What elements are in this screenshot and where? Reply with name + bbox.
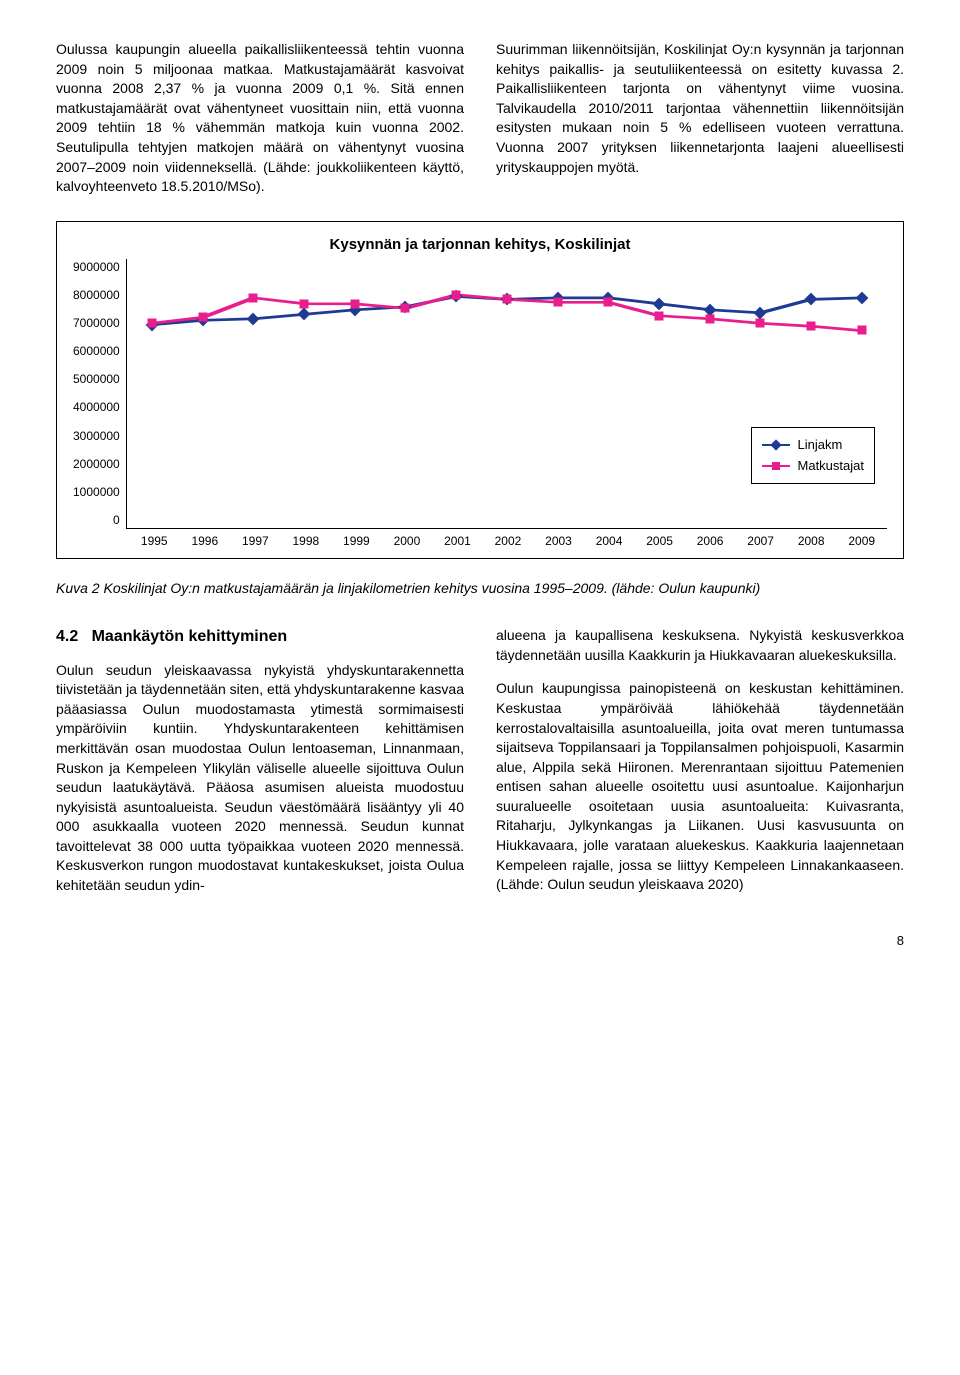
chart-container: Kysynnän ja tarjonnan kehitys, Koskilinj… — [56, 221, 904, 559]
top-text-columns: Oulussa kaupungin alueella paikallisliik… — [56, 40, 904, 197]
y-tick-label: 1000000 — [73, 484, 120, 501]
chart-body: 9000000 8000000 7000000 6000000 5000000 40000… — [73, 259, 887, 529]
series-marker-matkustajat — [654, 311, 663, 320]
x-tick-label: 2005 — [634, 533, 685, 550]
section-heading: 4.2 Maankäytön kehittyminen — [56, 626, 464, 648]
chart-y-axis: 9000000 8000000 7000000 6000000 5000000 40000… — [73, 259, 126, 529]
bottom-right-para2: Oulun kaupungissa painopisteenä on kesku… — [496, 679, 904, 895]
y-tick-label: 3000000 — [73, 428, 120, 445]
x-tick-label: 1995 — [129, 533, 180, 550]
section-number: 4.2 — [56, 628, 78, 645]
top-right-para: Suurimman liikennöitsijän, Koskilinjat O… — [496, 40, 904, 197]
y-tick-label: 9000000 — [73, 259, 120, 276]
legend-label: Matkustajat — [798, 457, 864, 475]
series-marker-matkustajat — [148, 319, 157, 328]
bottom-left-column: 4.2 Maankäytön kehittyminen Oulun seudun… — [56, 626, 464, 896]
x-tick-label: 1999 — [331, 533, 382, 550]
x-tick-label: 2009 — [836, 533, 887, 550]
x-tick-label: 2002 — [483, 533, 534, 550]
x-tick-label: 2001 — [432, 533, 483, 550]
bottom-right-column: alueena ja kaupallisena keskuksena. Nyky… — [496, 626, 904, 896]
series-marker-matkustajat — [401, 304, 410, 313]
y-tick-label: 8000000 — [73, 287, 120, 304]
series-marker-matkustajat — [705, 314, 714, 323]
series-marker-matkustajat — [857, 326, 866, 335]
series-marker-matkustajat — [198, 313, 207, 322]
chart-plot-area: Linjakm Matkustajat — [126, 259, 887, 529]
section-title: Maankäytön kehittyminen — [92, 628, 288, 645]
y-tick-label: 5000000 — [73, 371, 120, 388]
x-tick-label: 1998 — [281, 533, 332, 550]
y-tick-label: 0 — [113, 512, 120, 529]
page-number: 8 — [56, 932, 904, 950]
bottom-text-columns: 4.2 Maankäytön kehittyminen Oulun seudun… — [56, 626, 904, 896]
x-tick-label: 2006 — [685, 533, 736, 550]
legend-label: Linjakm — [798, 436, 843, 454]
x-tick-label: 2008 — [786, 533, 837, 550]
series-marker-matkustajat — [350, 299, 359, 308]
x-tick-label: 1997 — [230, 533, 281, 550]
legend-row-matkustajat: Matkustajat — [762, 457, 864, 475]
series-marker-matkustajat — [502, 295, 511, 304]
y-tick-label: 7000000 — [73, 315, 120, 332]
x-tick-label: 2007 — [735, 533, 786, 550]
x-tick-label: 1996 — [180, 533, 231, 550]
series-marker-matkustajat — [553, 298, 562, 307]
chart-x-axis: 1995199619971998199920002001200220032004… — [129, 533, 887, 550]
y-tick-label: 6000000 — [73, 343, 120, 360]
bottom-right-para1: alueena ja kaupallisena keskuksena. Nyky… — [496, 626, 904, 665]
series-marker-matkustajat — [756, 319, 765, 328]
bottom-left-para: Oulun seudun yleiskaavassa nykyistä yhdy… — [56, 661, 464, 896]
x-tick-label: 2000 — [382, 533, 433, 550]
x-tick-label: 2004 — [584, 533, 635, 550]
x-tick-label: 2003 — [533, 533, 584, 550]
series-marker-matkustajat — [604, 298, 613, 307]
series-marker-matkustajat — [300, 299, 309, 308]
series-marker-matkustajat — [249, 293, 258, 302]
top-left-para: Oulussa kaupungin alueella paikallisliik… — [56, 40, 464, 197]
y-tick-label: 2000000 — [73, 456, 120, 473]
series-marker-matkustajat — [452, 290, 461, 299]
y-tick-label: 4000000 — [73, 399, 120, 416]
chart-title: Kysynnän ja tarjonnan kehitys, Koskilinj… — [73, 234, 887, 255]
legend-row-linjakm: Linjakm — [762, 436, 864, 454]
chart-legend: Linjakm Matkustajat — [751, 427, 875, 483]
chart-caption: Kuva 2 Koskilinjat Oy:n matkustajamäärän… — [56, 579, 904, 599]
series-marker-matkustajat — [806, 322, 815, 331]
